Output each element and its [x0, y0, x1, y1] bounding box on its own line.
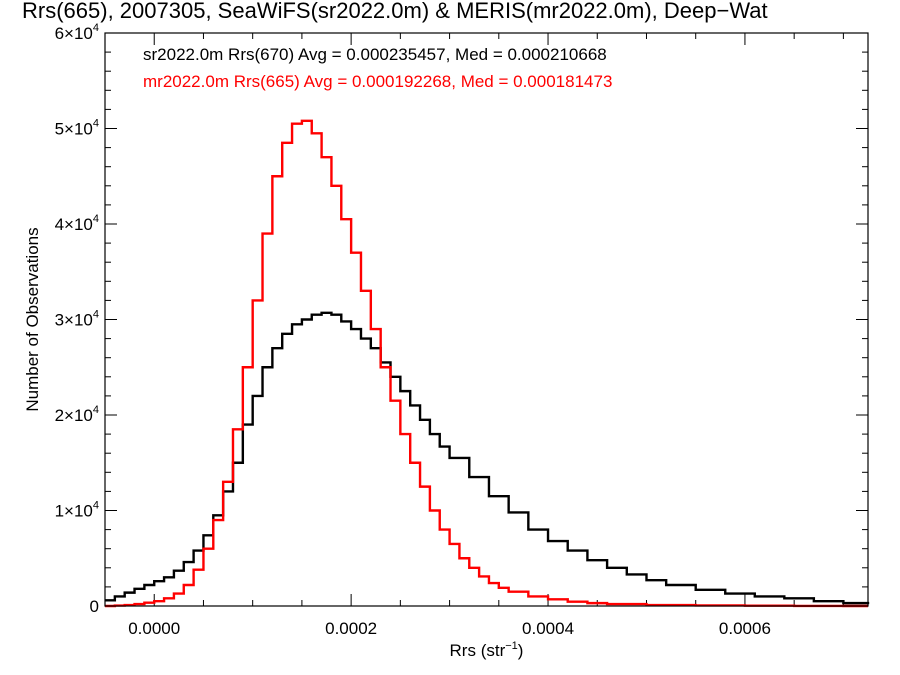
- x-tick-labels: 0.0000 0.0002 0.0004 0.0006: [128, 619, 771, 638]
- x-tick-label: 0.0000: [128, 619, 180, 638]
- x-tick-label: 0.0006: [719, 619, 771, 638]
- plot-frame: [104, 32, 869, 607]
- legend-entry: mr2022.0m Rrs(665) Avg = 0.000192268, Me…: [143, 72, 612, 91]
- chart-title: Rrs(665), 2007305, SeaWiFS(sr2022.0m) & …: [22, 0, 768, 23]
- y-tick-label: 4×104: [55, 213, 99, 234]
- y-tick-labels: 0 1×104 2×104 3×104 4×104 5×104 6×104: [55, 22, 99, 616]
- x-tick-label: 0.0004: [522, 619, 574, 638]
- y-tick-label: 3×104: [55, 309, 99, 330]
- y-tick-label: 1×104: [55, 500, 99, 521]
- series-sr2022-rrs670-line: [105, 311, 870, 605]
- x-axis-label-sup: −1: [505, 640, 518, 652]
- x-axis-label-tail: ): [518, 641, 524, 660]
- y-tick-label: 5×104: [55, 118, 99, 139]
- legend: sr2022.0m Rrs(670) Avg = 0.000235457, Me…: [143, 45, 612, 91]
- legend-entry: sr2022.0m Rrs(670) Avg = 0.000235457, Me…: [143, 45, 607, 64]
- y-tick-label: 0: [90, 597, 99, 616]
- series-mr2022-rrs665-line: [105, 119, 868, 608]
- x-axis-label: Rrs (str−1): [450, 640, 524, 660]
- y-tick-label: 2×104: [55, 404, 99, 425]
- x-axis-label-main: Rrs (str: [450, 641, 506, 660]
- series-layer: [105, 119, 870, 608]
- y-axis-label: Number of Observations: [23, 227, 42, 411]
- x-tick-label: 0.0002: [325, 619, 377, 638]
- y-tick-label: 6×104: [55, 22, 99, 43]
